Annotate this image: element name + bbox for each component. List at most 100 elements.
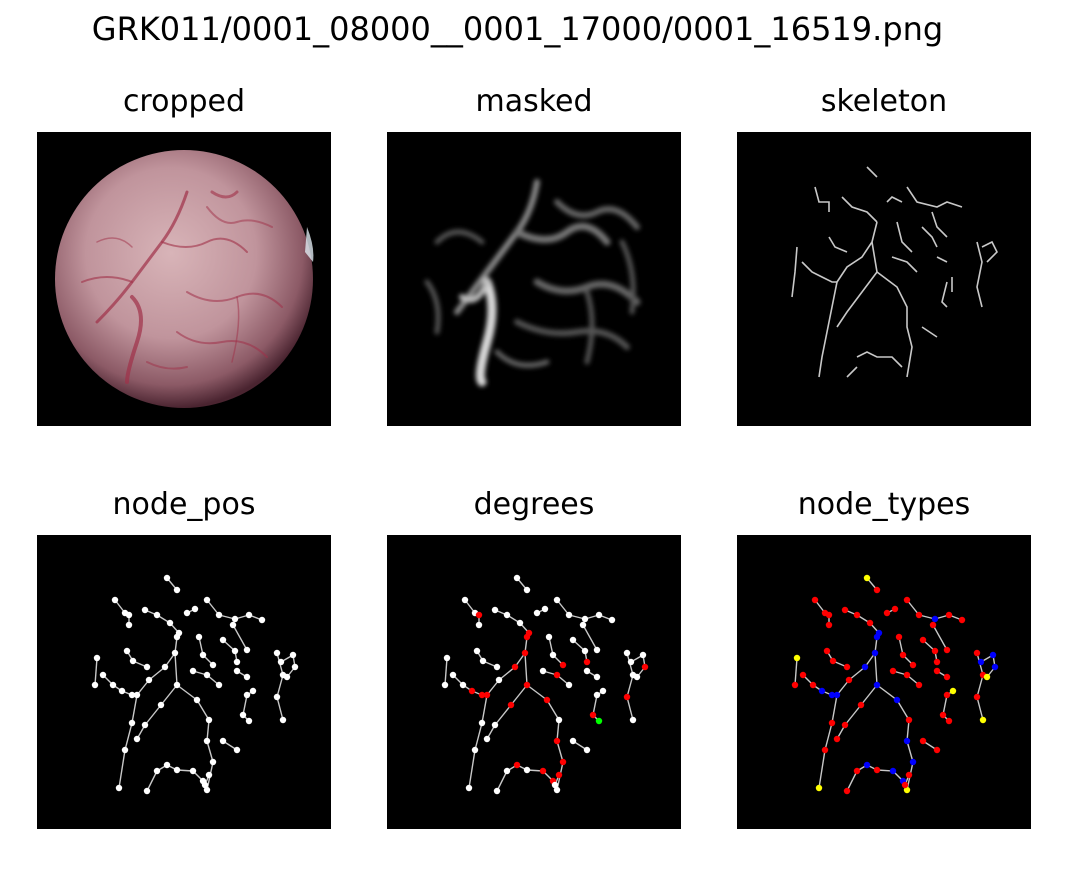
panel-title-masked: masked [475,84,593,119]
graph-node [109,681,117,689]
graph-node [958,616,966,624]
graph-node [873,586,881,594]
graph-node [903,737,911,745]
node-types-graph [791,574,999,795]
graph-node [503,611,511,619]
graph-node [123,647,131,655]
panel-title-cropped: cropped [122,84,246,119]
graph-edge [498,666,516,681]
degrees-graph [441,574,649,795]
graph-node [478,719,486,727]
graph-node [468,687,476,695]
graph-node [239,711,247,719]
graph-edge [824,722,833,751]
graph-node [583,746,591,754]
graph-edge [176,684,198,701]
graph-edge [524,652,528,686]
graph-node [581,615,589,623]
graph-node [791,681,799,689]
graph-node [843,787,851,795]
node-pos-panel [37,535,331,829]
graph-edge [468,749,476,789]
graph-node [143,663,151,671]
graph-node [629,716,637,724]
graph-node [507,701,515,709]
graph-node [943,673,951,681]
graph-edge [556,740,564,763]
graph-node [133,735,141,743]
graph-node [233,667,241,675]
node-types-panel [737,535,1031,829]
graph-node [889,667,897,675]
graph-nodes [441,574,649,795]
graph-node [173,681,181,689]
graph-node [929,621,937,629]
graph-edge [276,696,284,721]
graph-node [125,621,133,629]
graph-node [129,657,137,665]
graph-node [249,687,257,695]
graph-node [157,701,165,709]
graph-node [483,735,491,743]
graph-node [579,621,587,629]
graph-node [793,654,801,662]
graph-node [471,746,479,754]
graph-node [559,661,567,669]
graph-node [553,596,561,604]
graph-node [231,615,239,623]
graph-edge [206,740,214,763]
graph-edge [556,599,570,616]
graph-node [555,716,563,724]
graph-node [153,611,161,619]
graph-node [901,781,909,789]
graph-node [943,691,951,699]
graph-node [153,767,161,775]
graph-node [161,663,169,671]
graph-node [219,636,227,644]
graph-edge [160,684,178,706]
graph-node [553,737,561,745]
graph-node [915,611,923,619]
graph-edge [626,674,634,698]
graph-node [545,633,553,641]
vessel-network [81,190,283,384]
graph-node [201,781,209,789]
graph-node [939,711,947,719]
graph-edge [494,704,512,726]
graph-edge [242,694,248,716]
graph-node [909,758,917,766]
graph-node [493,787,501,795]
graph-node [205,716,213,724]
graph-node [555,771,563,779]
graph-node [945,611,953,619]
graph-node [173,633,181,641]
graph-node [623,693,631,701]
graph-edge [874,652,878,686]
graph-node [111,596,119,604]
graph-node [863,574,871,582]
graph-node [523,586,531,594]
graph-node [459,681,467,689]
graph-edge [510,684,528,706]
graph-node [843,663,851,671]
graph-edge [206,719,210,742]
graph-edge [582,624,598,651]
graph-edge [848,666,866,681]
graph-node [183,609,191,617]
graph-node [145,676,153,684]
graph-node [491,721,499,729]
graph-node [565,611,573,619]
graph-node [513,761,521,769]
graph-node [189,767,197,775]
graph-node [229,621,237,629]
graph-node [873,633,881,641]
graph-edge [496,770,508,792]
graph-node [873,681,881,689]
graph-edge [844,704,862,726]
graph-edge [131,694,138,724]
graph-node [273,649,281,657]
graph-node [608,616,616,624]
graph-node [841,721,849,729]
graph-node [845,676,853,684]
graph-edge [276,674,284,698]
